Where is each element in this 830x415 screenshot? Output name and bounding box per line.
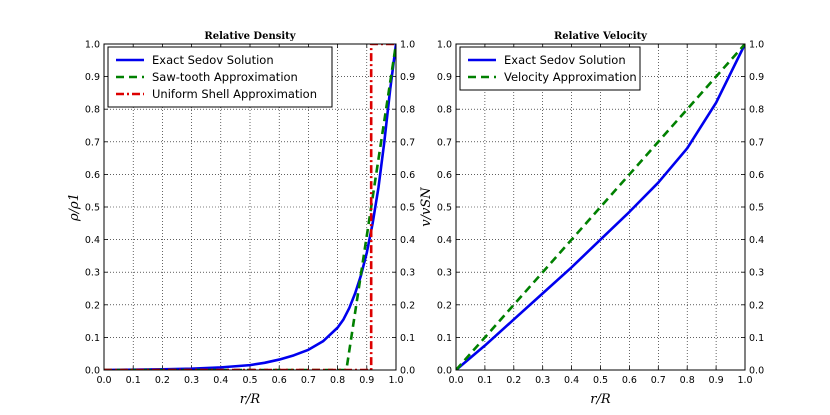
velocity-xtick-label: 0.0 <box>448 375 463 386</box>
velocity-ytick-label: 0.5 <box>437 203 452 214</box>
density-ytick-label: 0.9 <box>85 72 100 83</box>
velocity-ytick-label-right: 0.9 <box>749 72 764 83</box>
density-ytick-label: 0.7 <box>85 137 100 148</box>
density-ytick-label-right: 0.2 <box>400 300 415 311</box>
velocity-xtick-label: 0.5 <box>593 375 608 386</box>
density-legend-box <box>107 46 333 108</box>
velocity-ytick-label: 0.6 <box>437 170 452 181</box>
density-xtick-label: 0.8 <box>330 375 345 386</box>
velocity-xtick-label: 0.1 <box>477 375 492 386</box>
velocity-ytick-label-right: 0.0 <box>749 366 764 377</box>
velocity-ytick-label: 0.9 <box>437 72 452 83</box>
density-ytick-label-right: 0.0 <box>400 366 415 377</box>
density-ytick-label: 1.0 <box>85 40 100 51</box>
velocity-ytick-label-right: 0.4 <box>749 235 764 246</box>
density-ytick-label: 0.5 <box>85 203 100 214</box>
velocity-xtick-label: 0.9 <box>709 375 724 386</box>
density-ytick-label-right: 0.4 <box>400 235 415 246</box>
density-xtick-label: 0.9 <box>359 375 374 386</box>
velocity-ytick-label: 1.0 <box>437 40 452 51</box>
velocity-legend-label-exact-sedov: Exact Sedov Solution <box>504 53 626 67</box>
density-ytick-label: 0.3 <box>85 268 100 279</box>
velocity-ytick-label: 0.3 <box>437 268 452 279</box>
velocity-ytick-label-right: 0.8 <box>749 105 764 116</box>
density-legend-label-saw-tooth: Saw-tooth Approximation <box>152 70 298 84</box>
density-ytick-label: 0.1 <box>85 333 100 344</box>
velocity-ytick-label: 0.7 <box>437 137 452 148</box>
velocity-axes-frame <box>455 43 746 371</box>
density-ytick-label-right: 0.8 <box>400 105 415 116</box>
velocity-ytick-label: 0.1 <box>437 333 452 344</box>
density-panel: 0.0 0.1 0.2 0.3 0.4 0.5 0.6 0.7 0.8 0.9 1.00.0 0.00… <box>67 31 415 407</box>
density-ytick-label: 0.6 <box>85 170 100 181</box>
velocity-series-exact-sedov <box>456 44 745 370</box>
density-series-saw-tooth <box>104 44 396 370</box>
velocity-ytick-label: 0.2 <box>437 300 452 311</box>
velocity-xtick-label: 0.3 <box>535 375 550 386</box>
velocity-ytick-label: 0.8 <box>437 105 452 116</box>
velocity-ytick-label-right: 0.6 <box>749 170 764 181</box>
velocity-ytick-label-right: 0.2 <box>749 300 764 311</box>
velocity-x-axis-label: r/R <box>590 392 611 407</box>
velocity-xtick-label: 0.4 <box>564 375 579 386</box>
density-ytick-label-right: 0.9 <box>400 72 415 83</box>
velocity-ytick-label-right: 0.3 <box>749 268 764 279</box>
velocity-xtick-label: 0.6 <box>622 375 637 386</box>
velocity-ytick-label-right: 0.1 <box>749 333 764 344</box>
density-xtick-label: 0.2 <box>155 375 170 386</box>
velocity-ytick-label: 0.0 <box>437 366 452 377</box>
velocity-y-axis-label: v/vSN <box>419 187 434 227</box>
velocity-ytick-label: 0.4 <box>437 235 452 246</box>
velocity-ytick-label-right: 0.7 <box>749 137 764 148</box>
density-series-exact-sedov <box>104 44 396 370</box>
velocity-ytick-label-right: 0.5 <box>749 203 764 214</box>
velocity-legend-label-velocity-approx: Velocity Approximation <box>504 70 637 84</box>
density-y-axis-label: ρ/ρ1 <box>67 193 82 222</box>
density-ytick-label: 0.0 <box>85 366 100 377</box>
density-xtick-label: 0.3 <box>184 375 199 386</box>
density-xtick-label: 0.6 <box>272 375 287 386</box>
density-ytick-label-right: 0.6 <box>400 170 415 181</box>
velocity-legend-box <box>459 46 641 91</box>
velocity-panel: 0.0 0.1 0.2 0.3 0.4 0.5 0.6 0.7 0.8 0.9 1.00.0 0.00… <box>419 31 764 407</box>
velocity-chart-title: Relative Velocity <box>554 31 648 42</box>
velocity-xtick-label: 0.8 <box>680 375 695 386</box>
density-ytick-label-right: 0.5 <box>400 203 415 214</box>
density-xtick-label: 0.1 <box>126 375 141 386</box>
velocity-ytick-label-right: 1.0 <box>749 40 764 51</box>
density-ytick-label-right: 0.7 <box>400 137 415 148</box>
density-ytick-label-right: 1.0 <box>400 40 415 51</box>
velocity-xtick-label: 0.2 <box>506 375 521 386</box>
density-ytick-label: 0.2 <box>85 300 100 311</box>
density-ytick-label-right: 0.1 <box>400 333 415 344</box>
density-xtick-label: 0.0 <box>96 375 111 386</box>
velocity-xtick-label: 0.7 <box>651 375 666 386</box>
density-ytick-label-right: 0.3 <box>400 268 415 279</box>
density-axes-frame <box>103 43 397 371</box>
density-legend-label-exact-sedov: Exact Sedov Solution <box>152 53 274 67</box>
velocity-series-velocity-approx <box>456 44 745 370</box>
velocity-xtick-label: 1.0 <box>737 375 752 386</box>
density-ytick-label: 0.4 <box>85 235 100 246</box>
density-xtick-label: 1.0 <box>388 375 403 386</box>
density-chart-title: Relative Density <box>204 31 296 42</box>
density-ytick-label: 0.8 <box>85 105 100 116</box>
density-xtick-label: 0.4 <box>213 375 228 386</box>
density-xtick-label: 0.7 <box>301 375 316 386</box>
density-legend-label-uniform-shell: Uniform Shell Approximation <box>152 87 317 101</box>
density-x-axis-label: r/R <box>240 392 261 407</box>
density-xtick-label: 0.5 <box>242 375 257 386</box>
